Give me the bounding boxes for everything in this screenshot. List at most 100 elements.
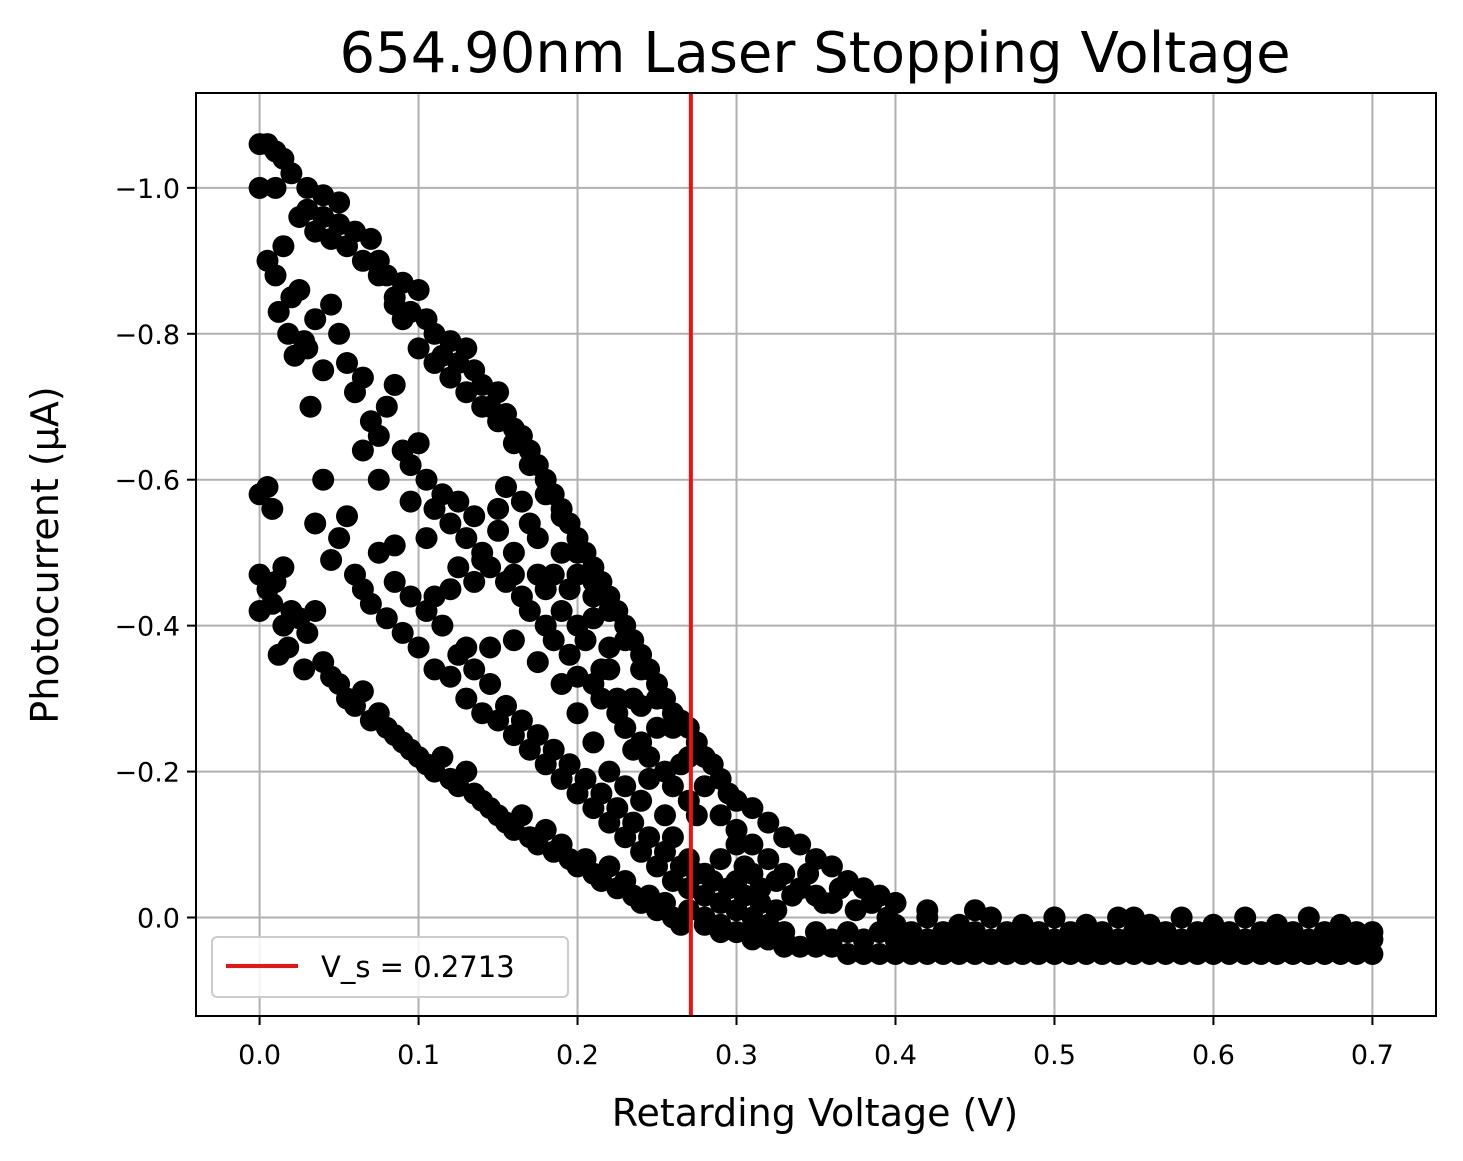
data-point [709,848,732,871]
data-point [304,600,327,622]
data-point [534,818,557,841]
x-tick-label: 0.3 [715,1040,758,1071]
data-point [1218,935,1241,958]
data-point [280,162,303,185]
data-point [550,505,573,528]
data-point [288,206,311,228]
data-point [1345,935,1368,958]
data-point [383,570,406,593]
data-point [789,935,812,958]
data-point [661,826,684,849]
data-point [415,468,438,491]
data-point [590,782,613,805]
data-point [423,352,446,374]
data-point [518,454,541,477]
data-point [367,468,390,491]
data-point [964,935,986,958]
data-point [502,432,525,455]
data-point [797,862,820,885]
data-point [447,490,470,513]
x-axis-ticks: 0.0 0.1 0.2 0.3 0.4 0.5 0.6 0.7 [238,1016,1394,1071]
data-point [495,694,517,717]
data-point [550,541,573,564]
data-point [614,716,637,739]
data-point [860,891,883,914]
data-point [630,658,653,681]
data-point [367,264,390,287]
data-point [267,300,290,323]
x-tick-label: 0.1 [397,1040,440,1071]
data-point [391,308,414,331]
data-point [407,636,430,659]
data-point [296,621,319,644]
data-point [606,797,629,820]
data-point [455,687,478,710]
data-point [741,833,764,856]
data-point [765,870,788,892]
data-point [582,607,605,630]
data-point [1170,906,1193,929]
data-point [1313,935,1336,958]
data-point [1297,906,1320,929]
plot-frame [195,92,1437,1017]
data-point [558,753,581,776]
data-point [399,454,422,477]
data-point [661,775,684,798]
data-point [598,855,621,878]
data-point [1027,935,1050,958]
data-point [304,308,327,331]
data-point [288,279,311,301]
data-point [447,556,470,579]
data-point [487,410,510,433]
data-point [630,694,653,717]
data-point [725,833,748,856]
data-point [320,549,343,571]
data-point [328,191,351,214]
data-point [383,373,406,396]
data-point [932,935,955,958]
data-point [312,359,335,382]
data-point [725,921,748,944]
data-point [248,176,271,199]
data-point [367,424,390,447]
data-point [661,716,684,739]
data-point [582,731,605,754]
data-point [1266,913,1288,936]
data-point [812,891,835,914]
data-point [582,585,605,608]
data-point [733,855,756,878]
data-point [1250,935,1273,958]
data-point [510,804,533,827]
data-point [336,352,358,374]
data-point [542,629,565,652]
data-point [1075,913,1098,936]
data-point [677,848,700,871]
data-point [574,767,597,790]
data-point [677,746,700,768]
data-point [1234,906,1257,929]
data-point [1154,935,1177,958]
data-point [293,658,316,681]
data-point [439,578,462,601]
data-point [900,935,923,958]
y-tick-label: −1.0 [114,174,180,205]
data-point [836,943,859,965]
data-point [789,833,812,856]
data-point [654,804,676,827]
data-point [431,614,454,637]
data-point [502,563,525,586]
data-point [320,293,343,316]
data-point [598,760,621,783]
data-point [1059,935,1082,958]
data-point [455,636,478,659]
data-point [828,877,851,900]
data-point [502,629,525,652]
data-point [622,738,645,761]
data-point [1107,906,1130,929]
data-point [351,439,374,462]
x-tick-label: 0.2 [556,1040,599,1071]
data-point [598,636,621,659]
data-point [264,176,287,199]
data-point [471,549,494,571]
data-point [299,395,322,418]
